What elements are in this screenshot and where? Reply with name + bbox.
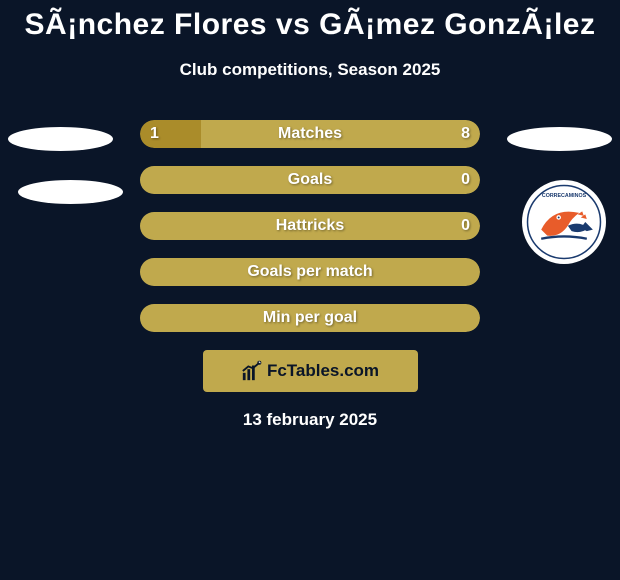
stat-value-left: 1	[150, 120, 159, 148]
stat-row: Min per goal	[140, 304, 480, 332]
stat-label: Min per goal	[140, 304, 480, 332]
stat-label: Matches	[140, 120, 480, 148]
stat-bars: Matches18Goals0Hattricks0Goals per match…	[140, 120, 480, 332]
stat-label: Hattricks	[140, 212, 480, 240]
stat-row: Matches1 8	[140, 120, 480, 148]
date-label: 13 february 2025	[0, 410, 620, 430]
footer-brand: FcTables.com	[267, 361, 379, 381]
stat-value-right: 0	[461, 166, 470, 194]
footer-box[interactable]: FcTables.com	[203, 350, 418, 392]
club-left-avatar	[18, 180, 123, 204]
stat-value-right: 8	[461, 120, 470, 148]
page-subtitle: Club competitions, Season 2025	[0, 42, 620, 80]
stats-area: CORRECAMINOS Matches18Goals0Hattricks0Go…	[0, 120, 620, 332]
chart-icon	[241, 360, 263, 382]
club-logo-icon: CORRECAMINOS	[526, 184, 602, 260]
stat-row: Goals0	[140, 166, 480, 194]
stat-label: Goals	[140, 166, 480, 194]
player-left-avatar	[8, 127, 113, 151]
comparison-container: SÃ¡nchez Flores vs GÃ¡mez GonzÃ¡lez Club…	[0, 0, 620, 580]
stat-label: Goals per match	[140, 258, 480, 286]
player-right-avatar	[507, 127, 612, 151]
club-right-avatar: CORRECAMINOS	[522, 180, 606, 264]
stat-row: Hattricks0	[140, 212, 480, 240]
page-title: SÃ¡nchez Flores vs GÃ¡mez GonzÃ¡lez	[0, 0, 620, 42]
svg-text:CORRECAMINOS: CORRECAMINOS	[542, 193, 587, 199]
stat-row: Goals per match	[140, 258, 480, 286]
stat-value-right: 0	[461, 212, 470, 240]
